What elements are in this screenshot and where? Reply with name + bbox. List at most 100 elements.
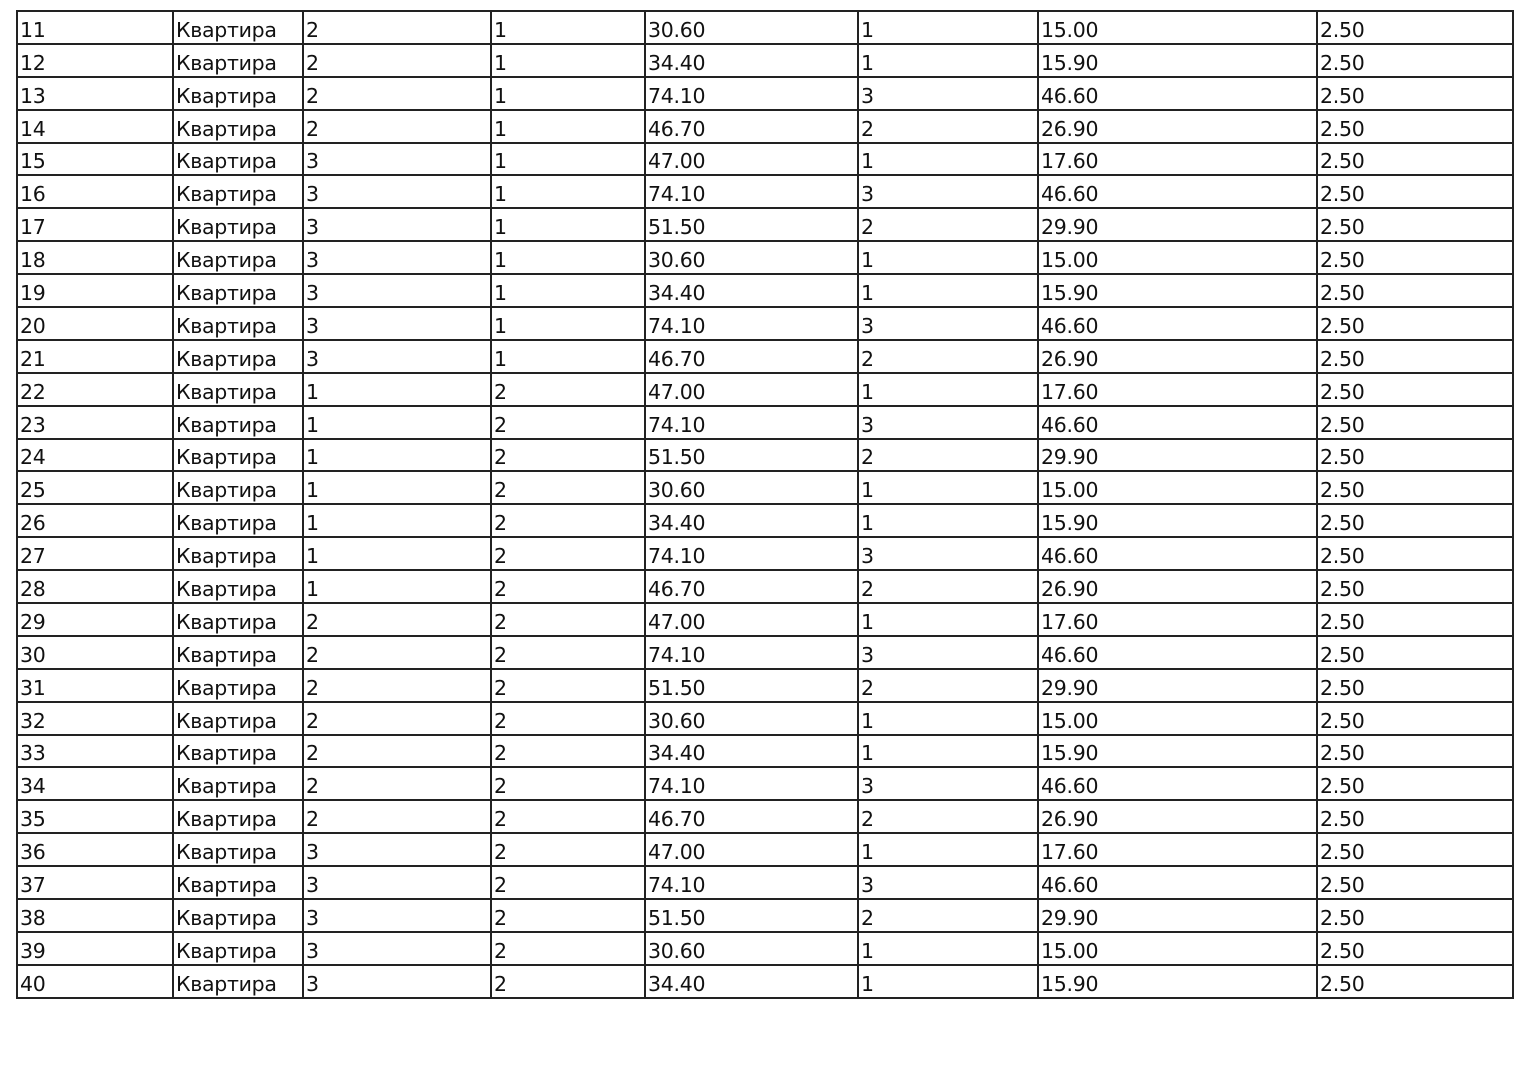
- cell-number: 35: [16, 799, 174, 835]
- cell-entrance: 1: [302, 470, 492, 506]
- cell-total-area: 51.50: [644, 207, 859, 243]
- cell-ceiling-height: 2.50: [1316, 10, 1514, 45]
- cell-total-area: 30.60: [644, 930, 859, 966]
- cell-type: Квартира: [172, 371, 304, 407]
- cell-ceiling-height: 2.50: [1316, 700, 1514, 736]
- cell-entrance: 2: [302, 42, 492, 78]
- cell-ceiling-height: 2.50: [1316, 963, 1514, 999]
- cell-number: 12: [16, 42, 174, 78]
- cell-floor: 2: [490, 832, 646, 868]
- cell-rooms: 1: [857, 470, 1039, 506]
- cell-floor: 2: [490, 634, 646, 670]
- cell-entrance: 1: [302, 371, 492, 407]
- cell-living-area: 29.90: [1037, 898, 1318, 933]
- cell-floor: 1: [490, 10, 646, 45]
- cell-rooms: 3: [857, 75, 1039, 111]
- cell-number: 40: [16, 963, 174, 999]
- cell-living-area: 46.60: [1037, 536, 1318, 572]
- cell-living-area: 15.00: [1037, 700, 1318, 736]
- cell-ceiling-height: 2.50: [1316, 470, 1514, 506]
- cell-total-area: 34.40: [644, 273, 859, 309]
- cell-entrance: 2: [302, 733, 492, 769]
- cell-rooms: 3: [857, 766, 1039, 802]
- table-row: 11 Квартира 2 1 30.60 1 15.00 2.50: [16, 10, 1514, 45]
- cell-floor: 1: [490, 108, 646, 144]
- cell-type: Квартира: [172, 700, 304, 736]
- cell-ceiling-height: 2.50: [1316, 536, 1514, 572]
- cell-ceiling-height: 2.50: [1316, 865, 1514, 901]
- cell-floor: 2: [490, 371, 646, 407]
- cell-type: Квартира: [172, 75, 304, 111]
- cell-living-area: 46.60: [1037, 634, 1318, 670]
- cell-floor: 2: [490, 766, 646, 802]
- cell-total-area: 51.50: [644, 437, 859, 473]
- cell-type: Квартира: [172, 108, 304, 144]
- cell-ceiling-height: 2.50: [1316, 634, 1514, 670]
- cell-total-area: 30.60: [644, 470, 859, 506]
- cell-total-area: 74.10: [644, 766, 859, 802]
- cell-total-area: 30.60: [644, 700, 859, 736]
- cell-type: Квартира: [172, 799, 304, 835]
- cell-type: Квартира: [172, 404, 304, 440]
- table-row: 34 Квартира 2 2 74.10 3 46.60 2.50: [16, 766, 1514, 802]
- cell-rooms: 1: [857, 371, 1039, 407]
- cell-entrance: 3: [302, 273, 492, 309]
- cell-floor: 1: [490, 141, 646, 177]
- cell-living-area: 17.60: [1037, 832, 1318, 868]
- table-row: 18 Квартира 3 1 30.60 1 15.00 2.50: [16, 240, 1514, 276]
- cell-entrance: 2: [302, 667, 492, 703]
- cell-total-area: 74.10: [644, 75, 859, 111]
- cell-type: Квартира: [172, 602, 304, 637]
- cell-rooms: 1: [857, 273, 1039, 309]
- cell-total-area: 74.10: [644, 865, 859, 901]
- cell-number: 31: [16, 667, 174, 703]
- cell-total-area: 34.40: [644, 503, 859, 539]
- cell-number: 17: [16, 207, 174, 243]
- cell-entrance: 2: [302, 108, 492, 144]
- cell-total-area: 74.10: [644, 306, 859, 341]
- cell-entrance: 2: [302, 602, 492, 637]
- cell-type: Квартира: [172, 963, 304, 999]
- cell-number: 28: [16, 569, 174, 605]
- cell-number: 20: [16, 306, 174, 341]
- cell-total-area: 47.00: [644, 371, 859, 407]
- cell-total-area: 46.70: [644, 108, 859, 144]
- cell-number: 14: [16, 108, 174, 144]
- cell-entrance: 3: [302, 174, 492, 210]
- cell-ceiling-height: 2.50: [1316, 273, 1514, 309]
- cell-type: Квартира: [172, 338, 304, 374]
- cell-number: 33: [16, 733, 174, 769]
- cell-type: Квартира: [172, 930, 304, 966]
- cell-ceiling-height: 2.50: [1316, 240, 1514, 276]
- cell-ceiling-height: 2.50: [1316, 404, 1514, 440]
- cell-total-area: 51.50: [644, 898, 859, 933]
- table-row: 24 Квартира 1 2 51.50 2 29.90 2.50: [16, 437, 1514, 473]
- cell-entrance: 3: [302, 963, 492, 999]
- cell-entrance: 3: [302, 898, 492, 933]
- cell-total-area: 74.10: [644, 634, 859, 670]
- cell-total-area: 47.00: [644, 602, 859, 637]
- cell-floor: 2: [490, 404, 646, 440]
- cell-number: 11: [16, 10, 174, 45]
- cell-type: Квартира: [172, 437, 304, 473]
- table-row: 38 Квартира 3 2 51.50 2 29.90 2.50: [16, 898, 1514, 933]
- cell-ceiling-height: 2.50: [1316, 108, 1514, 144]
- cell-number: 21: [16, 338, 174, 374]
- cell-floor: 2: [490, 503, 646, 539]
- cell-floor: 2: [490, 930, 646, 966]
- cell-floor: 1: [490, 42, 646, 78]
- cell-rooms: 3: [857, 306, 1039, 341]
- cell-floor: 2: [490, 700, 646, 736]
- cell-type: Квартира: [172, 766, 304, 802]
- cell-living-area: 17.60: [1037, 602, 1318, 637]
- cell-rooms: 1: [857, 240, 1039, 276]
- cell-number: 18: [16, 240, 174, 276]
- cell-ceiling-height: 2.50: [1316, 733, 1514, 769]
- cell-rooms: 1: [857, 700, 1039, 736]
- cell-floor: 1: [490, 273, 646, 309]
- cell-ceiling-height: 2.50: [1316, 141, 1514, 177]
- table-body: 11 Квартира 2 1 30.60 1 15.00 2.50 12 Квартира 2 1 3…: [16, 10, 1514, 999]
- cell-number: 26: [16, 503, 174, 539]
- cell-floor: 2: [490, 898, 646, 933]
- cell-entrance: 1: [302, 536, 492, 572]
